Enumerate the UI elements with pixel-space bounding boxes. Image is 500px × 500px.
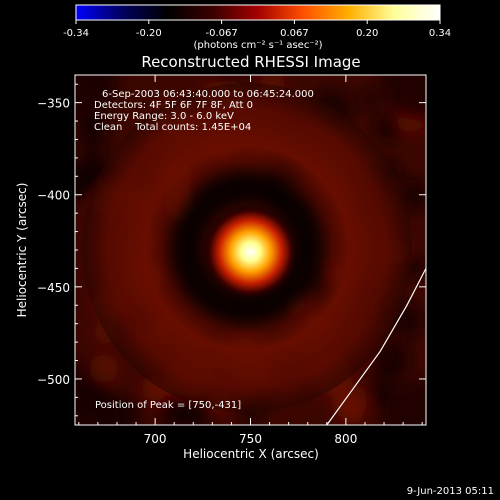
info-line-time: 6-Sep-2003 06:43:40.000 to 06:45:24.000 [102, 89, 314, 100]
x-axis-label: Heliocentric X (arcsec) [183, 447, 319, 461]
chart-title: Reconstructed RHESSI Image [141, 53, 360, 71]
axes: 700 750 800 −350 −400 −450 −500 [37, 75, 426, 446]
x-tick-label: 750 [239, 432, 262, 446]
info-line-energy: Energy Range: 3.0 - 6.0 keV [94, 111, 234, 122]
y-axis-label: Heliocentric Y (arcsec) [15, 183, 29, 318]
colorbar: -0.34 -0.20 -0.067 0.067 0.20 0.34 (photons c… [63, 4, 451, 51]
colorbar-tick-label: -0.067 [205, 28, 237, 39]
solar-limb-curve [326, 267, 426, 425]
colorbar-tick-label: -0.20 [136, 28, 162, 39]
colorbar-ticks: -0.34 -0.20 -0.067 0.067 0.20 0.34 [63, 20, 451, 39]
texture-corner [380, 75, 426, 120]
texture-dark-spot [358, 88, 380, 109]
colorbar-tick-label: 0.34 [429, 28, 451, 39]
colorbar-tick-label: -0.34 [63, 28, 89, 39]
y-tick-label: −450 [37, 281, 70, 295]
colorbar-unit-label: (photons cm⁻² s⁻¹ asec⁻²) [193, 40, 322, 51]
y-tick-label: −400 [37, 189, 70, 203]
heatmap-peak [202, 203, 299, 300]
heatmap-image [75, 75, 426, 425]
texture-corner [75, 75, 120, 120]
peak-position-label: Position of Peak = [750,-431] [95, 400, 241, 411]
info-line-clean: Clean Total counts: 1.45E+04 [94, 122, 251, 133]
footer-date: 9-Jun-2013 05:11 [407, 486, 494, 497]
texture-dark-spot [75, 117, 110, 152]
x-tick-label: 700 [144, 432, 167, 446]
colorbar-tick-label: 0.067 [280, 28, 309, 39]
heatmap-dark-annulus [172, 173, 322, 323]
colorbar-tick-label: 0.20 [356, 28, 378, 39]
y-tick-label: −350 [37, 97, 70, 111]
colorbar-ramp [75, 4, 441, 21]
y-tick-label: −500 [37, 373, 70, 387]
texture-dark-spot [368, 339, 412, 382]
info-line-detectors: Detectors: 4F 5F 6F 7F 8F, Att 0 [94, 100, 253, 111]
info-block: 6-Sep-2003 06:43:40.000 to 06:45:24.000 … [94, 89, 314, 411]
texture-bright-spot [331, 383, 367, 420]
texture-corner [75, 380, 120, 425]
texture-corner [380, 380, 426, 425]
texture-bright-spot [89, 354, 119, 384]
x-tick-label: 800 [334, 432, 357, 446]
